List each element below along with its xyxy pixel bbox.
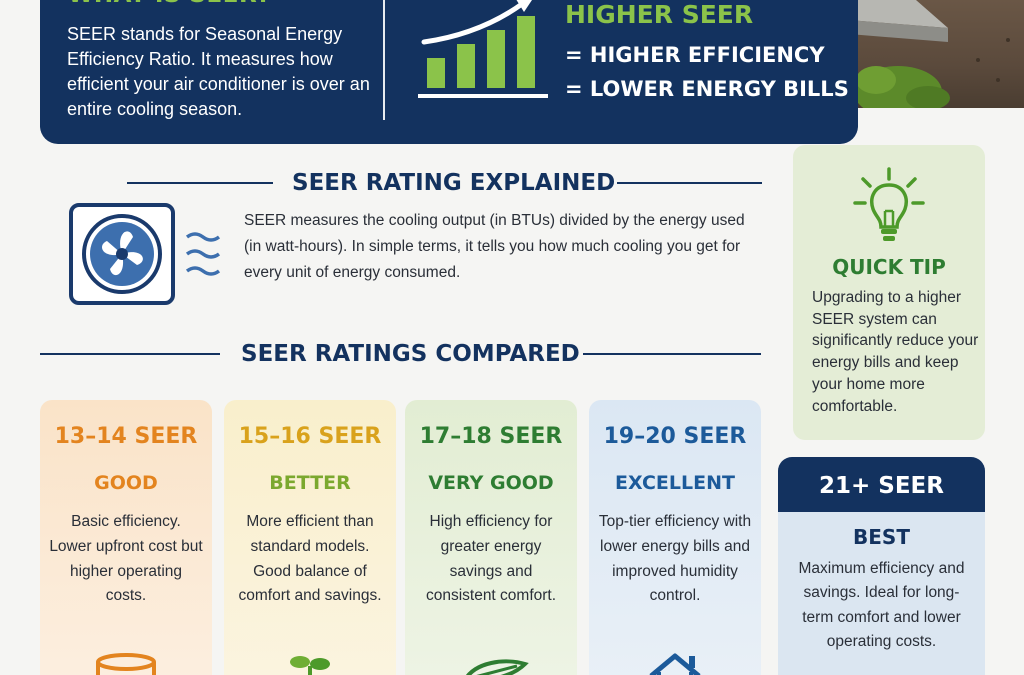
rating-card-15-16: 15–16 SEER BETTER More efficient than st… bbox=[224, 400, 396, 675]
rating-description: High efficiency for greater energy savin… bbox=[425, 513, 557, 605]
lightbulb-icon bbox=[853, 167, 925, 241]
rating-card-21-plus: 21+ SEER BEST Maximum efficiency and sav… bbox=[778, 457, 985, 675]
rating-description: Basic efficiency. Lower upfront cost but… bbox=[49, 513, 203, 605]
explained-heading: SEER RATING EXPLAINED bbox=[292, 170, 616, 196]
house-icon bbox=[649, 653, 701, 675]
compared-heading: SEER RATINGS COMPARED bbox=[241, 341, 580, 367]
rating-range: 21+ SEER bbox=[819, 473, 944, 499]
rating-description: Top-tier efficiency with lower energy bi… bbox=[598, 513, 752, 605]
explained-text: SEER measures the cooling output (in BTU… bbox=[244, 212, 745, 281]
leaf-icon bbox=[466, 659, 529, 675]
what-is-seer-banner: WHAT IS SEER? SEER stands for Seasonal E… bbox=[40, 0, 858, 144]
coins-icon bbox=[96, 653, 156, 675]
rating-range: 13–14 SEER bbox=[54, 424, 198, 449]
rating-card-19-20: 19–20 SEER EXCELLENT Top-tier efficiency… bbox=[589, 400, 761, 675]
rating-description: More efficient than standard models. Goo… bbox=[238, 513, 382, 605]
rating-card-13-14: 13–14 SEER GOOD Basic efficiency. Lower … bbox=[40, 400, 212, 675]
explained-rule-left bbox=[127, 182, 273, 184]
ac-fan-icon bbox=[69, 203, 221, 305]
compared-rule-right bbox=[583, 353, 761, 355]
higher-efficiency-text: = HIGHER EFFICIENCY bbox=[565, 43, 825, 67]
banner-divider bbox=[383, 0, 385, 120]
rating-range: 17–18 SEER bbox=[419, 424, 563, 449]
compared-rule-left bbox=[40, 353, 220, 355]
what-is-seer-text: SEER stands for Seasonal Energy Efficien… bbox=[67, 24, 370, 119]
quick-tip-title: QUICK TIP bbox=[832, 255, 946, 279]
rating-label: VERY GOOD bbox=[428, 472, 554, 494]
growth-bar-chart-icon bbox=[418, 0, 548, 98]
higher-seer-title: HIGHER SEER bbox=[565, 0, 754, 29]
rating-range: 19–20 SEER bbox=[603, 424, 747, 449]
quick-tip-text: Upgrading to a higher SEER system can si… bbox=[812, 289, 979, 415]
outdoor-ac-photo bbox=[858, 0, 1024, 108]
rating-label: BETTER bbox=[269, 472, 351, 494]
what-is-seer-title: WHAT IS SEER? bbox=[68, 0, 271, 8]
lower-bills-text: = LOWER ENERGY BILLS bbox=[565, 77, 849, 101]
explained-rule-right bbox=[617, 182, 762, 184]
rating-card-17-18: 17–18 SEER VERY GOOD High efficiency for… bbox=[405, 400, 577, 675]
rating-description: Maximum efficiency and savings. Ideal fo… bbox=[798, 560, 965, 650]
plant-icon bbox=[290, 656, 330, 675]
rating-label: GOOD bbox=[94, 472, 158, 494]
rating-label: EXCELLENT bbox=[615, 472, 735, 494]
quick-tip-card: QUICK TIP Upgrading to a higher SEER sys… bbox=[793, 145, 985, 440]
rating-label: BEST bbox=[853, 525, 910, 549]
best-card-header: 21+ SEER bbox=[778, 457, 985, 512]
rating-range: 15–16 SEER bbox=[238, 424, 382, 449]
